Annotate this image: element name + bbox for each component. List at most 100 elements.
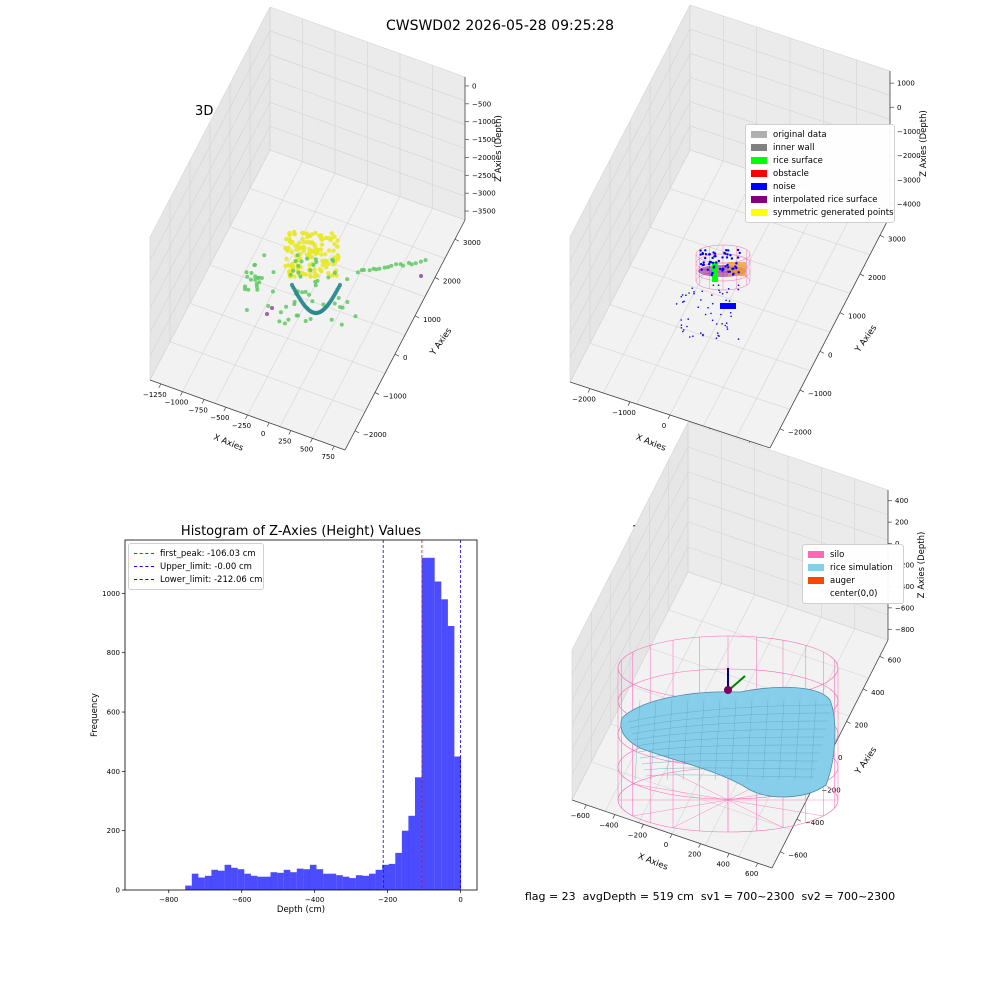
silo-wire — [672, 799, 729, 828]
center-marker — [724, 686, 732, 694]
z-tick-label: −500 — [472, 100, 491, 108]
z-tick-label: −200 — [895, 562, 914, 570]
gridline — [687, 571, 889, 641]
noise-point — [736, 248, 740, 252]
noise-point — [715, 337, 718, 340]
noise-point — [716, 332, 719, 334]
symmetric-points — [728, 262, 746, 276]
legend-label: symmetric generated points — [773, 207, 894, 218]
legend-item: auger — [808, 574, 898, 587]
y-tick — [374, 392, 380, 395]
noise-point — [707, 306, 709, 309]
x-tick — [180, 391, 183, 396]
legend-item: interpolated rice surface — [751, 193, 889, 206]
data-point — [296, 270, 301, 275]
noise-point — [689, 336, 691, 338]
data-point — [300, 237, 305, 242]
legend-label: rice simulation — [830, 562, 893, 573]
data-point — [326, 275, 331, 280]
surface-mesh — [631, 720, 829, 735]
data-point — [292, 274, 297, 279]
data-point — [328, 237, 333, 243]
data-point — [255, 287, 260, 292]
y-tick-label: 1000 — [423, 316, 441, 324]
noise-point — [697, 306, 699, 309]
data-point — [307, 254, 313, 260]
y-tick — [414, 315, 420, 319]
data-point — [315, 278, 320, 283]
data-point — [293, 259, 298, 263]
histogram-bar — [369, 873, 376, 890]
noise-point — [721, 267, 725, 270]
data-point — [312, 242, 317, 247]
data-point — [246, 287, 251, 292]
y-tick-label: −1000 — [808, 390, 832, 398]
surface-mesh — [810, 699, 817, 781]
noise-point — [702, 261, 705, 264]
y-axis-line — [344, 219, 466, 451]
y-tick-label: 200 — [855, 721, 868, 729]
z-tick-label: −4000 — [897, 200, 921, 208]
x-tick — [667, 414, 671, 420]
noise-point — [727, 266, 730, 269]
histogram-bar — [244, 873, 251, 890]
histogram-bar — [296, 868, 304, 890]
noise-point — [682, 329, 685, 331]
histogram-bar — [421, 557, 429, 890]
noise-point — [720, 313, 722, 316]
data-point — [308, 274, 313, 279]
noise-point — [732, 267, 735, 270]
data-point — [293, 243, 298, 248]
noise-point — [680, 295, 683, 298]
data-point — [300, 290, 305, 295]
noise-point — [729, 312, 732, 314]
data-point — [310, 299, 315, 304]
z-tick-label: −1000 — [897, 128, 921, 136]
x-tick — [587, 388, 591, 393]
noise-point — [737, 288, 739, 291]
data-point — [311, 263, 316, 267]
gridline — [569, 29, 691, 262]
data-point — [413, 261, 418, 266]
x-tick-label: −600 — [232, 896, 251, 904]
data-point — [278, 310, 283, 315]
legend-swatch — [808, 590, 824, 597]
data-point — [284, 236, 289, 242]
data-point — [340, 305, 345, 310]
y-tick-label: 0 — [838, 754, 842, 762]
surface-mesh — [639, 752, 821, 759]
x-tick — [755, 862, 759, 868]
noise-point — [681, 294, 684, 296]
noise-point — [732, 272, 735, 275]
z-tick-label: −1000 — [472, 118, 496, 126]
noise-point — [704, 249, 707, 252]
data-point — [339, 322, 344, 327]
histogram-bar — [441, 599, 448, 890]
noise-point — [704, 256, 707, 260]
data-point — [335, 238, 340, 243]
data-point — [335, 257, 341, 262]
data-point — [312, 267, 317, 272]
gridline — [149, 30, 271, 261]
histogram-bar — [428, 557, 435, 890]
data-point — [326, 261, 331, 267]
data-point — [313, 230, 318, 236]
noise-point — [699, 253, 702, 256]
noise-point — [700, 268, 703, 271]
data-point — [271, 270, 276, 275]
y-tick-label: 200 — [107, 827, 120, 835]
gridline — [269, 30, 466, 102]
data-point — [329, 231, 334, 236]
legend-label: inner wall — [773, 142, 815, 153]
legend-swatch — [751, 170, 767, 177]
legend-swatch — [751, 157, 767, 164]
noise-point — [701, 290, 703, 293]
noise-point — [701, 263, 705, 267]
x-tick-label: −1250 — [143, 391, 167, 399]
data-point — [353, 314, 358, 319]
y-axis-label: Y Axies — [428, 326, 455, 358]
histogram-bar — [323, 873, 330, 890]
panel4-legend: silo rice simulation auger center(0,0) — [802, 544, 904, 604]
x-tick — [266, 422, 270, 427]
noise-point — [711, 319, 714, 322]
